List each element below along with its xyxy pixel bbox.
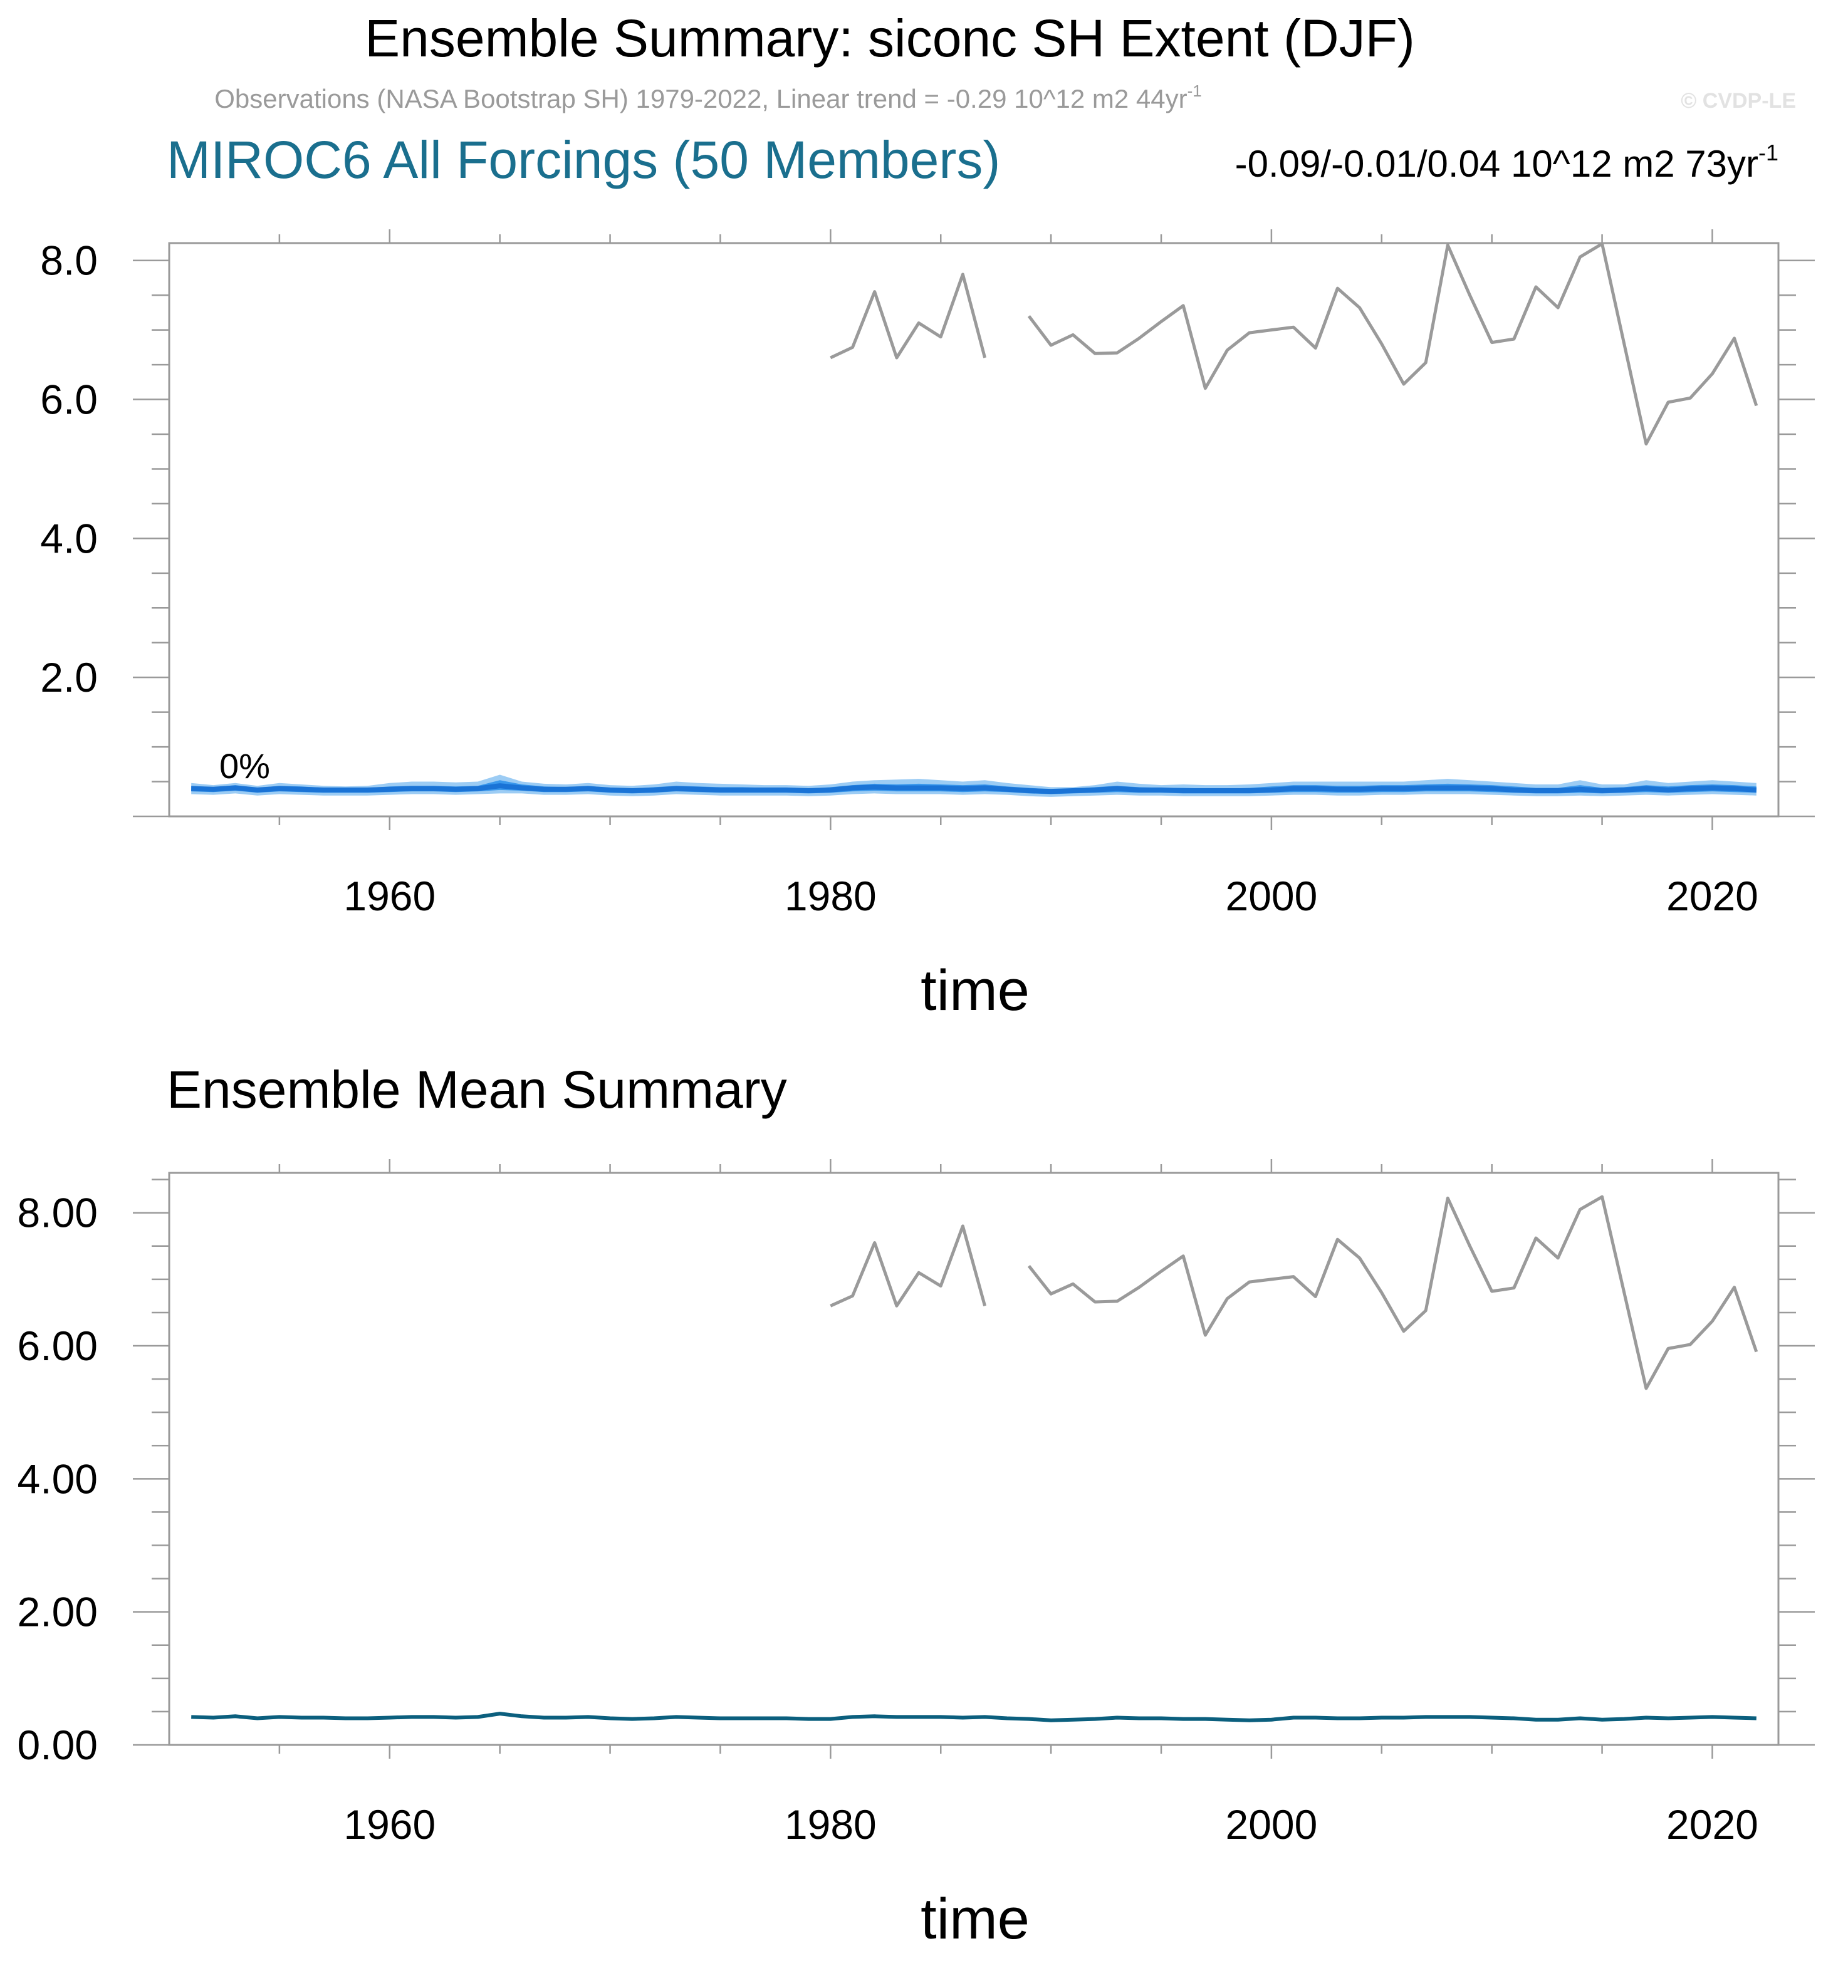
plot-frame [168, 242, 1780, 818]
observations-subtitle-sup: -1 [1188, 81, 1202, 100]
watermark: © CVDP-LE [1681, 89, 1796, 113]
y-tick-label: 2.00 [18, 1589, 98, 1635]
y-tick-label: 4.0 [40, 515, 98, 561]
panel-1-trend: -0.09/-0.01/0.04 10^12 m2 73yr-1 [1235, 140, 1778, 185]
y-tick-label: 4.00 [18, 1455, 98, 1502]
observations-subtitle: Observations (NASA Bootstrap SH) 1979-20… [214, 81, 1202, 113]
y-tick-label: 0.00 [18, 1722, 98, 1768]
observations-subtitle-text: Observations (NASA Bootstrap SH) 1979-20… [214, 84, 1187, 113]
plot-frame [168, 1172, 1780, 1746]
x-tick-label: 2020 [1666, 873, 1758, 919]
y-tick-label: 8.0 [40, 237, 98, 284]
figure-title: Ensemble Summary: siconc SH Extent (DJF) [365, 9, 1415, 68]
x-tick-label: 1980 [785, 873, 877, 919]
y-tick-label: 6.0 [40, 377, 98, 423]
panel-2-xlabel: time [921, 1887, 1030, 1951]
panel-1-plot: 1960 1980 2000 2020 2.0 4.0 6.0 8.0 [40, 229, 1815, 919]
observations-line [830, 242, 1758, 445]
x-tick-label: 1960 [343, 873, 436, 919]
x-tick-label: 2000 [1225, 873, 1317, 919]
y-tick-label: 6.00 [18, 1323, 98, 1369]
y-tick-label: 2.0 [40, 654, 98, 700]
panel-2-plot: 1960 1980 2000 2020 0.00 2.00 4.00 6.00 8.00 [18, 1159, 1815, 1848]
x-tick-label: 2000 [1225, 1801, 1317, 1848]
ensemble-median-line [191, 783, 1757, 794]
panel-1-xlabel: time [921, 959, 1030, 1023]
panel-1-annotation: 0% [219, 746, 270, 786]
x-tick-label: 2020 [1666, 1801, 1758, 1848]
observations-line [830, 1195, 1758, 1390]
y-tick-label: 8.00 [18, 1190, 98, 1236]
panel-2-title: Ensemble Mean Summary [167, 1060, 787, 1119]
x-tick-label: 1980 [785, 1801, 877, 1848]
panel-1-trend-text: -0.09/-0.01/0.04 10^12 m2 73yr [1235, 143, 1758, 185]
panel-1-trend-sup: -1 [1758, 140, 1778, 165]
ensemble-mean-line [191, 1712, 1757, 1722]
panel-1-title: MIROC6 All Forcings (50 Members) [167, 130, 1000, 189]
x-tick-label: 1960 [343, 1801, 436, 1848]
